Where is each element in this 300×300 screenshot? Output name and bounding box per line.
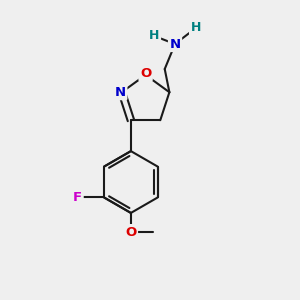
Text: N: N (115, 86, 126, 99)
Text: O: O (140, 67, 151, 80)
Text: N: N (169, 38, 181, 50)
Text: F: F (73, 191, 82, 204)
Text: H: H (149, 29, 160, 42)
Text: O: O (125, 226, 136, 238)
Text: H: H (190, 21, 201, 34)
